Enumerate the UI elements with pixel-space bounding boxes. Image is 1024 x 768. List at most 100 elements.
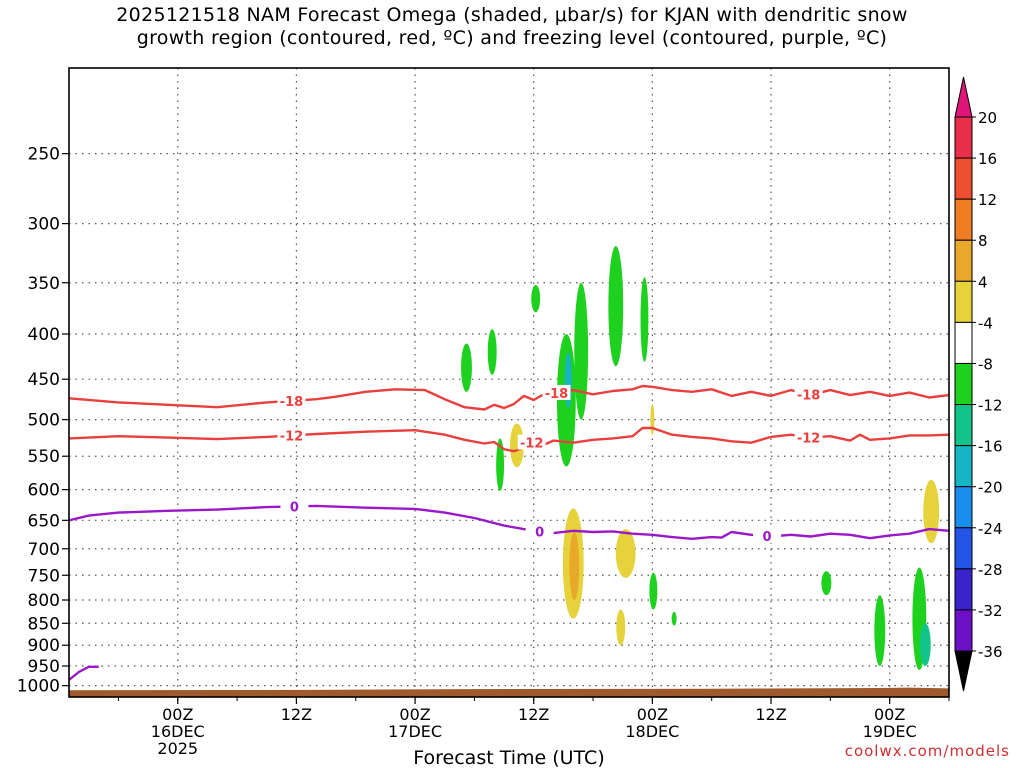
- colorbar-label: -28: [978, 561, 1003, 579]
- y-tick-label: 800: [28, 591, 60, 611]
- contour-label: -18: [545, 387, 569, 402]
- colorbar-label: -32: [978, 602, 1003, 620]
- contour-label-bg: [542, 384, 571, 400]
- omega-blob: [821, 571, 832, 596]
- y-tick-label: 950: [28, 657, 60, 677]
- contour-label-bg: [753, 528, 782, 544]
- x-tick-label: 00Z: [874, 705, 905, 724]
- omega-blob: [487, 329, 497, 375]
- colorbar-box: [954, 527, 973, 570]
- contour-label: -12: [797, 431, 821, 446]
- colorbar-label: 8: [978, 232, 988, 250]
- y-tick-label: 300: [28, 215, 60, 235]
- colorbar-label: -4: [978, 314, 993, 332]
- freezing-level-segment: [69, 665, 99, 681]
- x-tick-label: 00Z: [399, 705, 430, 724]
- omega-blob: [650, 403, 655, 435]
- y-tick-label: 850: [28, 614, 60, 634]
- contour-label: 0: [535, 526, 544, 541]
- contours: -18 -18 -18 -12 -12 -12 0 0 0: [69, 384, 949, 681]
- contour-label: -12: [280, 429, 304, 444]
- contour-label-bg: [280, 498, 309, 514]
- colorbar-label: -20: [978, 479, 1003, 497]
- omega-blob: [531, 284, 541, 313]
- omega-blob: [615, 529, 636, 578]
- y-tick-label: 650: [28, 511, 60, 531]
- colorbar-box: [954, 568, 973, 611]
- x-tick-label: 16DEC: [151, 722, 205, 741]
- chart-title-line-2: growth region (contoured, red, ºC) and f…: [136, 27, 888, 49]
- colorbar-label: -36: [978, 643, 1003, 661]
- colorbar-label: 16: [978, 150, 997, 168]
- terrain: [69, 687, 949, 697]
- contour-label-bg: [794, 429, 823, 445]
- contour-label-bg: [525, 523, 554, 539]
- colorbar-box: [954, 486, 973, 529]
- y-tick-label: 450: [28, 370, 60, 390]
- colorbar-box: [954, 362, 973, 406]
- x-tick-label: 2025: [157, 739, 198, 758]
- contour-label-bg: [517, 434, 546, 450]
- colorbar-label: -12: [978, 397, 1003, 415]
- x-tick-label: 18DEC: [625, 722, 679, 741]
- y-tick-label: 900: [28, 636, 60, 656]
- y-tick-label: 1000: [17, 677, 60, 697]
- contour-label: 0: [290, 500, 299, 515]
- y-tick-label: 350: [28, 274, 60, 294]
- y-tick-label: 750: [28, 566, 60, 586]
- colorbar-box: [954, 198, 973, 241]
- omega-shading: [461, 245, 940, 670]
- x-tick-label: 00Z: [637, 705, 668, 724]
- colorbar-top-arrow: [954, 76, 973, 118]
- omega-blob: [640, 277, 649, 362]
- contour-label: -18: [280, 395, 304, 410]
- y-tick-label: 550: [28, 447, 60, 467]
- y-tick-label: 700: [28, 540, 60, 560]
- colorbar-label: 4: [978, 273, 988, 291]
- colorbar-box: [954, 321, 973, 364]
- y-tick-label: 400: [28, 325, 60, 345]
- omega-blob: [461, 343, 472, 392]
- contour-label-bg: [794, 386, 823, 402]
- colorbar-box: [954, 609, 973, 652]
- contour-label-bg: [277, 427, 306, 443]
- colorbar-box: [954, 280, 973, 323]
- plot-frame: [68, 67, 950, 698]
- colorbar-box: [954, 239, 973, 282]
- contour-line: [69, 426, 949, 453]
- omega-blob: [608, 245, 624, 367]
- terrain-surface: [69, 687, 949, 697]
- omega-blob: [919, 623, 931, 666]
- credit-text: coolwx.com/models: [844, 742, 1010, 760]
- omega-blob: [569, 531, 580, 601]
- colorbar-label: -8: [978, 355, 993, 373]
- colorbar-label: 20: [978, 109, 997, 127]
- colorbar-box: [954, 116, 973, 159]
- contour-label: 0: [763, 530, 772, 545]
- omega-blob: [671, 611, 677, 626]
- chart-title: 2025121518 NAM Forecast Omega (shaded, μ…: [0, 4, 1024, 50]
- contour-line: [69, 504, 949, 540]
- y-tick-label: 250: [28, 145, 60, 165]
- colorbar: 20 16 12 8 4 -4 -8 -12 -16 -20 -24 -28 -32 -36: [954, 76, 1003, 692]
- x-tick-label: 12Z: [755, 705, 786, 724]
- colorbar-label: 12: [978, 191, 997, 209]
- omega-blob: [649, 572, 658, 610]
- omega-blob: [616, 609, 626, 646]
- colorbar-box: [954, 404, 973, 447]
- x-tick-label: 00Z: [162, 705, 193, 724]
- omega-blob: [874, 595, 886, 666]
- y-axis: 2503003504004505005506006507007508008509…: [17, 145, 69, 697]
- colorbar-label: -16: [978, 438, 1003, 456]
- omega-blob: [923, 479, 940, 544]
- x-tick-label: 12Z: [281, 705, 312, 724]
- x-tick-label: 12Z: [518, 705, 549, 724]
- x-axis-label: Forecast Time (UTC): [413, 747, 604, 768]
- omega-blob: [496, 438, 505, 491]
- grid: [69, 68, 949, 697]
- chart-title-line-1: 2025121518 NAM Forecast Omega (shaded, μ…: [116, 4, 908, 26]
- x-tick-label: 19DEC: [863, 722, 917, 741]
- x-tick-label: 17DEC: [388, 722, 442, 741]
